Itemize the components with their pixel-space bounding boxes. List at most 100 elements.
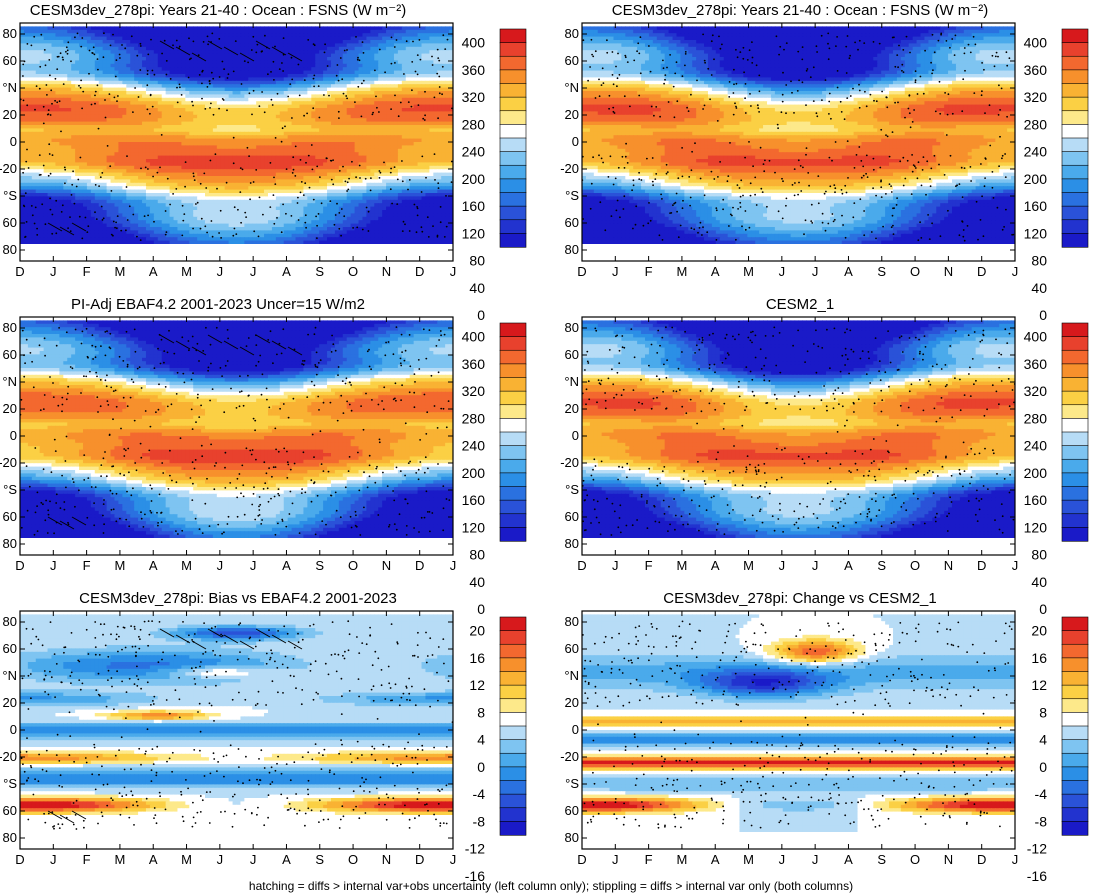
x-tick-label: A bbox=[844, 852, 853, 867]
colorbar-swatch bbox=[499, 739, 527, 754]
x-tick-label: J bbox=[612, 558, 619, 573]
y-tick-label: °N bbox=[2, 374, 17, 389]
y-tick-label: 0 bbox=[572, 134, 579, 149]
colorbar-swatch bbox=[1061, 616, 1089, 632]
x-tick-label: J bbox=[250, 852, 257, 867]
x-tick-label: N bbox=[382, 558, 391, 573]
colorbar-swatch bbox=[1061, 752, 1089, 768]
colorbar-swatch bbox=[1061, 42, 1089, 57]
x-tick-label: N bbox=[944, 264, 953, 279]
panel-1: CESM3dev_278pi: Years 21-40 : Ocean : FS… bbox=[0, 2, 527, 323]
x-tick-label: A bbox=[149, 558, 158, 573]
colorbar-label: 120 bbox=[1024, 519, 1048, 535]
colorbar-label: 0 bbox=[477, 307, 485, 323]
x-tick-label: J bbox=[779, 558, 786, 573]
field-image bbox=[582, 317, 1015, 555]
colorbar-swatch bbox=[499, 807, 527, 822]
colorbar-label: 240 bbox=[1024, 144, 1048, 160]
x-tick-label: J bbox=[812, 852, 819, 867]
x-tick-label: M bbox=[181, 558, 192, 573]
x-tick-label: D bbox=[15, 264, 24, 279]
x-tick-label: J bbox=[450, 852, 457, 867]
colorbar-swatch bbox=[499, 164, 527, 180]
field-image bbox=[20, 611, 453, 849]
colorbar-label: 240 bbox=[462, 144, 486, 160]
colorbar-label: 120 bbox=[1024, 225, 1048, 241]
x-tick-label: N bbox=[382, 852, 391, 867]
panel-title: CESM2_1 bbox=[766, 296, 834, 313]
y-tick-label: 0 bbox=[10, 134, 17, 149]
colorbar-swatch bbox=[499, 69, 527, 85]
colorbar-swatch bbox=[1061, 472, 1089, 488]
colorbar-label: 40 bbox=[1031, 280, 1047, 296]
colorbar-swatch bbox=[499, 404, 527, 419]
y-tick-label: 60 bbox=[565, 641, 579, 656]
colorbar-label: 4 bbox=[477, 732, 485, 748]
colorbar-swatch bbox=[499, 671, 527, 686]
colorbar-swatch bbox=[499, 499, 527, 515]
colorbar-label: 280 bbox=[462, 410, 486, 426]
y-tick-label: 80 bbox=[565, 830, 579, 845]
colorbar-label: 200 bbox=[462, 465, 486, 481]
colorbar-swatch bbox=[1061, 349, 1089, 365]
colorbar-swatch bbox=[499, 643, 527, 659]
colorbar-label: 80 bbox=[469, 253, 485, 269]
x-tick-label: J bbox=[250, 558, 257, 573]
x-tick-label: D bbox=[415, 852, 424, 867]
colorbar-label: 20 bbox=[469, 623, 485, 639]
colorbar-label: 160 bbox=[462, 198, 486, 214]
colorbar-label: 360 bbox=[462, 356, 486, 372]
colorbar-swatch bbox=[1061, 124, 1089, 139]
colorbar-swatch bbox=[499, 137, 527, 153]
x-tick-label: S bbox=[315, 264, 324, 279]
colorbar-swatch bbox=[1061, 458, 1089, 474]
x-tick-label: N bbox=[382, 264, 391, 279]
colorbar-swatch bbox=[499, 377, 527, 392]
colorbar-label: 80 bbox=[1031, 547, 1047, 563]
y-tick-label: 20 bbox=[565, 695, 579, 710]
colorbar-swatch bbox=[499, 513, 527, 528]
y-tick-label: 20 bbox=[3, 401, 17, 416]
x-tick-label: D bbox=[977, 264, 986, 279]
colorbar-swatch bbox=[499, 616, 527, 632]
y-tick-label: 60 bbox=[565, 53, 579, 68]
x-tick-label: O bbox=[348, 264, 358, 279]
field-image bbox=[582, 23, 1015, 261]
x-tick-label: O bbox=[348, 852, 358, 867]
y-tick-label: 60 bbox=[565, 215, 579, 230]
y-tick-label: 0 bbox=[572, 428, 579, 443]
colorbar-label: 280 bbox=[462, 116, 486, 132]
x-tick-label: M bbox=[181, 264, 192, 279]
y-tick-label: 60 bbox=[3, 641, 17, 656]
x-tick-label: M bbox=[677, 852, 688, 867]
x-tick-label: A bbox=[282, 264, 291, 279]
x-tick-label: M bbox=[743, 852, 754, 867]
colorbar-label: 280 bbox=[1024, 116, 1048, 132]
x-tick-label: A bbox=[844, 558, 853, 573]
x-tick-label: F bbox=[645, 852, 653, 867]
x-tick-label: J bbox=[779, 852, 786, 867]
colorbar-swatch bbox=[1061, 336, 1089, 351]
x-tick-label: J bbox=[50, 852, 57, 867]
x-tick-label: M bbox=[743, 558, 754, 573]
y-tick-label: 0 bbox=[10, 722, 17, 737]
colorbar-label: 120 bbox=[462, 225, 486, 241]
colorbar-swatch bbox=[499, 124, 527, 139]
colorbar-label: 8 bbox=[1039, 704, 1047, 720]
y-tick-label: 80 bbox=[3, 26, 17, 41]
colorbar-swatch bbox=[499, 233, 527, 248]
stippling bbox=[20, 620, 453, 830]
x-tick-label: M bbox=[115, 852, 126, 867]
colorbar-swatch bbox=[1061, 363, 1089, 379]
colorbar-swatch bbox=[499, 780, 527, 795]
colorbar-label: 120 bbox=[462, 519, 486, 535]
colorbar-swatch bbox=[499, 205, 527, 221]
panel-4: CESM2_1D J F M A M J J A S O N D J8060°N200-20°S60804… bbox=[560, 296, 1089, 617]
stippling bbox=[20, 326, 451, 536]
colorbar-swatch bbox=[1061, 390, 1089, 406]
y-tick-label: -20 bbox=[560, 749, 579, 764]
colorbar-swatch bbox=[499, 322, 527, 338]
